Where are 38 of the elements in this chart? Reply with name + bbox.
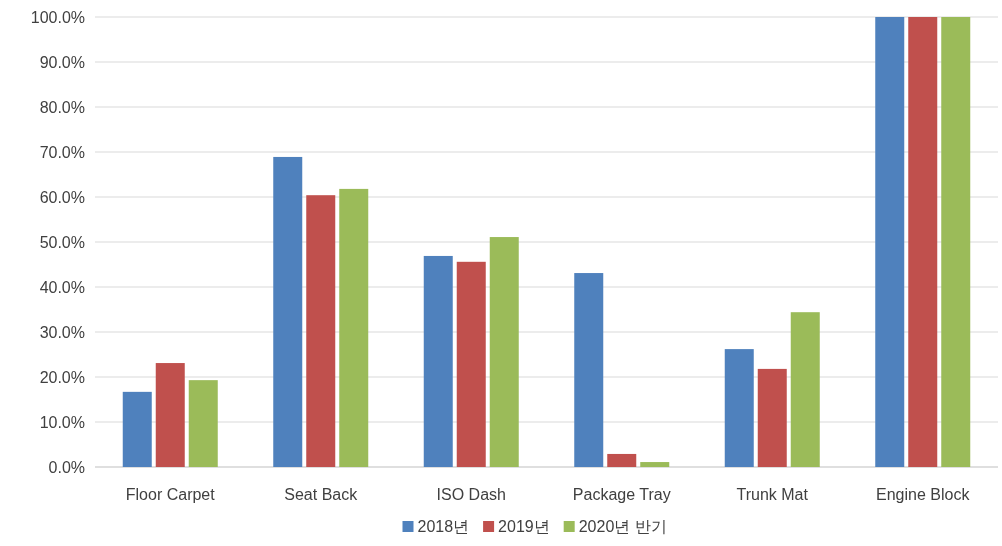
- y-tick-label: 30.0%: [39, 324, 85, 341]
- y-tick-label: 20.0%: [39, 369, 85, 386]
- legend-label: 2019년: [498, 518, 550, 535]
- y-tick-label: 80.0%: [39, 99, 85, 116]
- y-tick-label: 100.0%: [30, 9, 85, 26]
- y-tick-label: 0.0%: [48, 459, 85, 476]
- x-tick-label: ISO Dash: [436, 486, 506, 503]
- bar: [908, 17, 938, 467]
- legend-label: 2020년 반기: [578, 518, 667, 535]
- x-tick-label: Trunk Mat: [736, 486, 809, 503]
- bar: [306, 195, 336, 467]
- bar: [574, 273, 604, 467]
- x-tick-label: Package Tray: [572, 486, 671, 503]
- y-tick-label: 10.0%: [39, 414, 85, 431]
- bar: [423, 255, 453, 467]
- bar: [456, 261, 486, 467]
- x-tick-label: Floor Carpet: [125, 486, 216, 503]
- bar: [640, 462, 670, 467]
- bar: [875, 17, 905, 467]
- y-tick-label: 60.0%: [39, 189, 85, 206]
- bar: [339, 188, 369, 467]
- bar: [122, 391, 152, 467]
- bar: [941, 17, 971, 467]
- y-tick-label: 50.0%: [39, 234, 85, 251]
- x-tick-label: Engine Block: [876, 486, 971, 503]
- y-tick-label: 40.0%: [39, 279, 85, 296]
- bar: [724, 349, 754, 467]
- bar: [273, 156, 303, 467]
- bar: [757, 368, 787, 467]
- x-tick-label: Seat Back: [284, 486, 359, 503]
- legend-label: 2018년: [417, 518, 470, 535]
- y-tick-label: 70.0%: [39, 144, 85, 161]
- bar: [155, 363, 185, 467]
- bar: [607, 453, 637, 467]
- bar: [188, 380, 218, 467]
- bar: [489, 237, 519, 467]
- y-tick-label: 90.0%: [39, 54, 85, 71]
- bar: [790, 312, 820, 467]
